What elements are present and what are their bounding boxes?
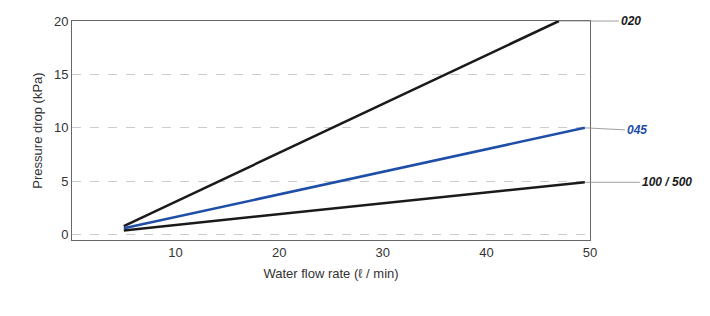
- svg-text:100 / 500: 100 / 500: [642, 175, 692, 189]
- svg-text:15: 15: [54, 67, 68, 82]
- svg-text:0: 0: [61, 227, 68, 242]
- svg-text:Pressure drop (kPa): Pressure drop (kPa): [30, 72, 45, 188]
- svg-text:40: 40: [479, 245, 493, 260]
- svg-text:10: 10: [54, 120, 68, 135]
- svg-text:020: 020: [621, 14, 641, 28]
- svg-text:5: 5: [61, 174, 68, 189]
- svg-text:30: 30: [376, 245, 390, 260]
- svg-text:10: 10: [168, 245, 182, 260]
- svg-text:20: 20: [272, 245, 286, 260]
- svg-text:Water flow rate (ℓ / min): Water flow rate (ℓ / min): [263, 266, 398, 281]
- svg-text:20: 20: [54, 14, 68, 29]
- svg-text:045: 045: [627, 123, 647, 137]
- svg-text:50: 50: [583, 245, 597, 260]
